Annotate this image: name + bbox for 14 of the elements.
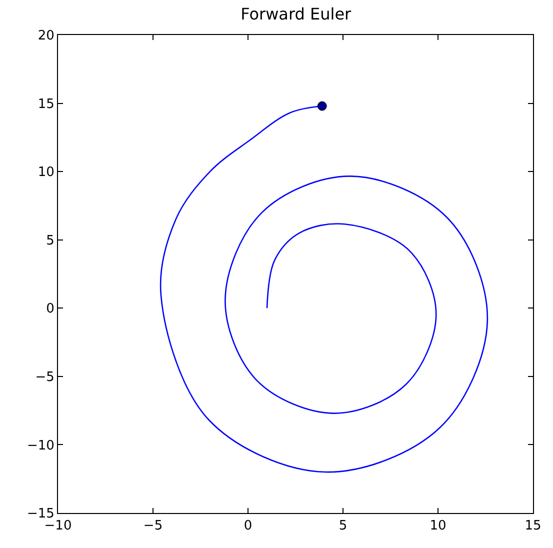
x-tick-label: 15 [524,518,542,534]
y-tick-label: 10 [38,165,54,180]
y-tick-label: −5 [35,370,54,385]
x-tick-label: −5 [143,518,163,534]
x-tick-label: 0 [244,518,252,534]
y-tick-label: 0 [46,302,54,317]
x-tick-label: 5 [338,518,348,534]
y-tick-label: 20 [38,28,54,44]
y-tick-label: 15 [38,96,54,112]
y-tick-label: −15 [26,506,54,522]
y-tick-label: 5 [46,233,54,248]
x-tick-label: 10 [430,518,446,534]
chart-title: Forward Euler [240,4,352,24]
y-tick-label: −10 [26,438,54,454]
